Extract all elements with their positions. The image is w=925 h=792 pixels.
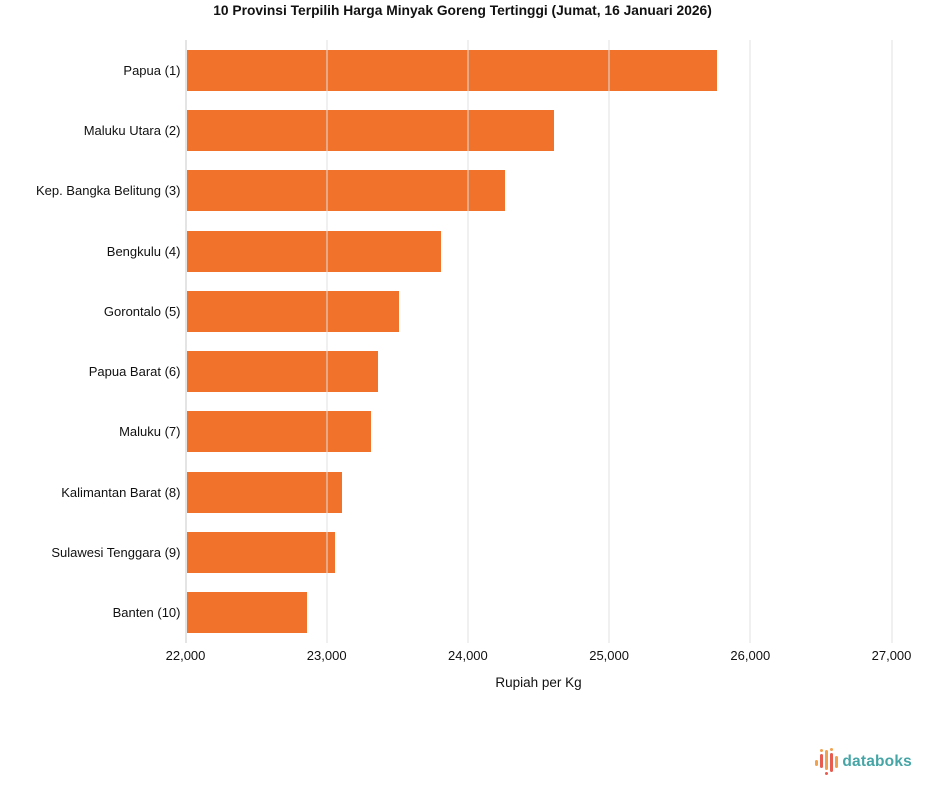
bar-row: Maluku Utara (2) [0,100,892,160]
bar-track [186,281,892,341]
category-label: Gorontalo (5) [103,303,181,319]
bar-row: Bengkulu (4) [0,221,892,281]
bar-row: Papua (1) [0,40,892,100]
bar-rows: Papua (1) Maluku Utara (2) Kep. Bangka Bel… [0,40,892,643]
x-tick-label: 27,000 [871,648,912,663]
category-label: Banten (10) [112,605,181,621]
bar-track [186,462,892,522]
category-label: Papua Barat (6) [88,364,181,380]
bar-track [186,100,892,160]
bar [187,170,505,212]
bar [187,109,555,151]
category-label: Bengkulu (4) [106,243,181,259]
bar-row: Kalimantan Barat (8) [0,462,892,522]
databoks-logo[interactable]: databoks [815,748,912,776]
x-tick-label: 24,000 [448,648,488,663]
category-label: Papua (1) [123,62,181,78]
category-label: Kep. Bangka Belitung (3) [35,183,181,199]
bar [187,290,399,332]
category-label: Maluku Utara (2) [83,122,181,138]
category-label: Maluku (7) [119,424,181,440]
x-tick-label: 25,000 [589,648,629,663]
bar [187,532,336,574]
bar [187,351,378,393]
bar [187,592,308,634]
bar-row: Sulawesi Tenggara (9) [0,522,892,582]
bar [187,411,371,453]
bar-row: Kep. Bangka Belitung (3) [0,161,892,221]
bar-row: Papua Barat (6) [0,341,892,401]
bar-track [186,161,892,221]
x-tick-label: 26,000 [730,648,771,663]
bar-row: Gorontalo (5) [0,281,892,341]
category-label: Kalimantan Barat (8) [61,484,181,500]
x-tick-label: 23,000 [306,648,347,663]
x-tick-label: 22,000 [165,648,206,663]
x-axis-title: Rupiah per Kg [495,675,582,690]
bar-track [186,402,892,462]
logo-text: databoks [842,753,912,770]
bar-track [186,40,892,100]
bar-row: Maluku (7) [0,402,892,462]
category-label: Sulawesi Tenggara (9) [51,545,181,561]
bar [187,471,343,513]
bar-track [186,221,892,281]
equalizer-bars-icon [815,748,839,776]
bar [187,49,717,91]
bar-track [186,522,892,582]
bar [187,230,442,272]
bar-row: Banten (10) [0,583,892,643]
x-axis-ticks: 22,000 23,000 24,000 25,000 26,000 27,000 [166,648,912,666]
bar-track [186,583,892,643]
chart-title: 10 Provinsi Terpilih Harga Minyak Goreng… [213,3,712,18]
bar-track [186,341,892,401]
